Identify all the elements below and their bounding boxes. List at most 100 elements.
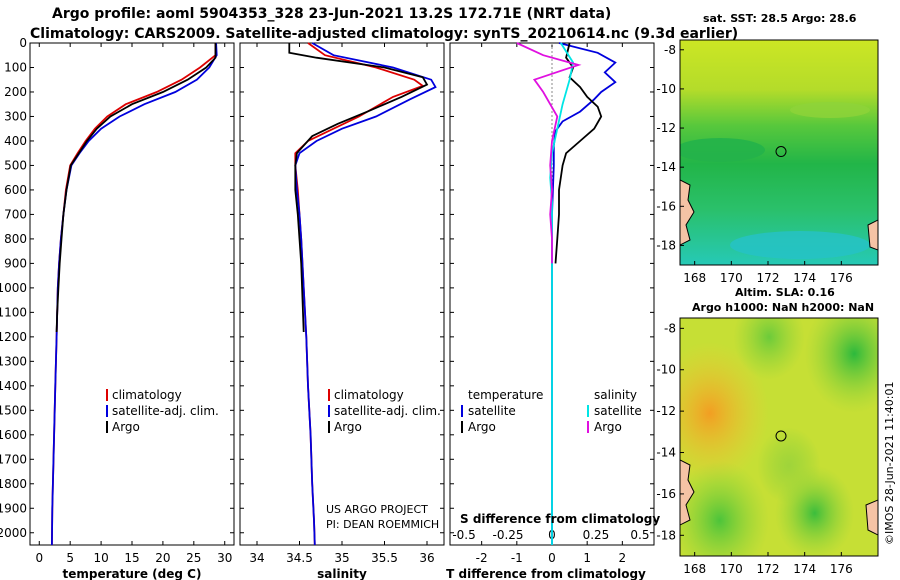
sla-map: 168 170 172 174 176 -8 -10 -12 -14 -16 -18 xyxy=(656,317,879,576)
sst-map-frame xyxy=(679,39,879,266)
depth-tick-label: 400 xyxy=(4,134,27,148)
depth-tick-label: 2000 xyxy=(0,526,27,540)
legend-title-temperature: temperature xyxy=(468,388,543,402)
sla-field-patch xyxy=(680,318,878,556)
lat-tick-label: -14 xyxy=(656,446,676,460)
s-diff-tick-label: 0.5 xyxy=(630,528,649,542)
depth-tick-label: 1500 xyxy=(0,403,27,417)
legend-label-climatology: climatology xyxy=(334,388,404,402)
depth-tick-label: 1400 xyxy=(0,379,27,393)
series-line-argo xyxy=(288,43,429,333)
x-tick-label: 34 xyxy=(249,551,264,565)
lon-tick-label: 170 xyxy=(720,562,743,576)
lat-tick-label: -16 xyxy=(656,487,676,501)
depth-tick-label: 300 xyxy=(4,109,27,123)
lat-tick-label: -12 xyxy=(656,121,676,135)
x-tick-label: 1 xyxy=(583,551,591,565)
lat-tick-label: -10 xyxy=(656,82,676,96)
difference-x-axis: -2 -1 0 1 2 xyxy=(476,43,626,565)
lat-tick-label: -8 xyxy=(664,43,676,57)
difference-series xyxy=(516,42,617,545)
depth-tick-label: 1200 xyxy=(0,330,27,344)
depth-tick-label: 1100 xyxy=(0,305,27,319)
sla-map-frame xyxy=(679,317,879,557)
title-line-1: Argo profile: aoml 5904353_328 23-Jun-20… xyxy=(52,6,612,22)
legend-label-s-satellite: satellite xyxy=(594,404,642,418)
x-tick-label: 0 xyxy=(35,551,43,565)
lon-tick-label: 174 xyxy=(793,271,816,285)
x-tick-label: 36 xyxy=(419,551,434,565)
sst-field-patch xyxy=(790,102,870,118)
lat-tick-label: -10 xyxy=(656,363,676,377)
lon-tick-label: 172 xyxy=(757,562,780,576)
argo-location-marker xyxy=(775,430,787,442)
legend-label-satellite: satellite-adj. clim. xyxy=(112,404,219,418)
x-tick-label: 30 xyxy=(217,551,232,565)
legend-label-satellite: satellite-adj. clim. xyxy=(334,404,441,418)
depth-tick-label: 1900 xyxy=(0,501,27,515)
lon-tick-label: 174 xyxy=(793,562,816,576)
x-tick-label: 25 xyxy=(186,551,201,565)
salinity-series xyxy=(288,42,437,546)
depth-tick-label: 1000 xyxy=(0,281,27,295)
lat-tick-label: -8 xyxy=(664,321,676,335)
difference-axis-label: T difference from climatology xyxy=(446,567,646,580)
legend-label-t-argo: Argo xyxy=(468,420,496,434)
difference-legend: temperature salinity satellite Argo sate… xyxy=(461,388,642,434)
x-tick-label: 5 xyxy=(66,551,74,565)
salinity-axis-label: salinity xyxy=(317,567,367,580)
series-line-climatology xyxy=(294,42,425,546)
credit-project: US ARGO PROJECT xyxy=(326,503,428,516)
lon-tick-label: 170 xyxy=(720,271,743,285)
depth-tick-label: 1700 xyxy=(0,452,27,466)
legend-title-salinity: salinity xyxy=(594,388,637,402)
sst-map: 168 170 172 174 176 -8 -10 -12 -14 -16 -18 xyxy=(656,39,879,285)
x-tick-label: -1 xyxy=(511,551,523,565)
sst-map-axes: 168 170 172 174 176 -8 -10 -12 -14 -16 -18 xyxy=(656,43,852,285)
series-line-satellite-adj-clim- xyxy=(294,42,437,546)
temperature-x-axis: 0 5 10 15 20 25 30 xyxy=(35,43,232,565)
series-line-satellite-adj-clim- xyxy=(51,42,218,546)
depth-tick-label: 1300 xyxy=(0,354,27,368)
lon-tick-label: 172 xyxy=(757,271,780,285)
x-tick-label: 34.5 xyxy=(286,551,313,565)
depth-tick-label: 500 xyxy=(4,158,27,172)
island-shape xyxy=(865,499,878,536)
lon-tick-label: 176 xyxy=(830,562,853,576)
depth-tick-label: 200 xyxy=(4,85,27,99)
series-line-s-argo xyxy=(516,42,582,264)
lat-tick-label: -18 xyxy=(656,238,676,252)
sla-map-axes: 168 170 172 174 176 -8 -10 -12 -14 -16 -18 xyxy=(656,321,852,576)
sst-map-title: sat. SST: 28.5 Argo: 28.6 xyxy=(703,12,857,25)
x-tick-label: 35 xyxy=(334,551,349,565)
series-line-t-satellite xyxy=(551,42,617,545)
lat-tick-label: -12 xyxy=(656,404,676,418)
depth-tick-label: 700 xyxy=(4,207,27,221)
sst-field-patch xyxy=(730,231,870,259)
legend-label-argo: Argo xyxy=(334,420,362,434)
salinity-x-axis: 34 34.5 35 35.5 36 xyxy=(249,43,435,565)
depth-tick-label: 900 xyxy=(4,256,27,270)
depth-tick-label: 0 xyxy=(19,36,27,50)
sla-title-2: Argo h1000: NaN h2000: NaN xyxy=(692,301,875,314)
s-diff-tick-label: -0.5 xyxy=(452,528,475,542)
temperature-panel-frame xyxy=(29,42,235,546)
salinity-legend: climatology satellite-adj. clim. Argo xyxy=(328,388,441,434)
lat-tick-label: -16 xyxy=(656,199,676,213)
lon-tick-label: 168 xyxy=(683,562,706,576)
x-tick-label: 10 xyxy=(93,551,108,565)
sla-title-1: Altim. SLA: 0.16 xyxy=(735,286,835,299)
legend-label-climatology: climatology xyxy=(112,388,182,402)
temperature-series xyxy=(51,42,218,546)
s-diff-tick-label: 0.25 xyxy=(583,528,610,542)
island-shape xyxy=(680,459,695,526)
lon-tick-label: 176 xyxy=(830,271,853,285)
salinity-panel-frame xyxy=(239,42,445,546)
x-tick-label: 20 xyxy=(155,551,170,565)
series-line-climatology xyxy=(51,43,217,546)
salinity-difference-axis-label: S difference from climatology xyxy=(460,512,660,526)
temperature-axis-label: temperature (deg C) xyxy=(63,567,202,580)
sst-field-patch xyxy=(680,138,765,162)
imos-stamp: ©IMOS 28-Jun-2021 11:40:01 xyxy=(883,381,896,545)
